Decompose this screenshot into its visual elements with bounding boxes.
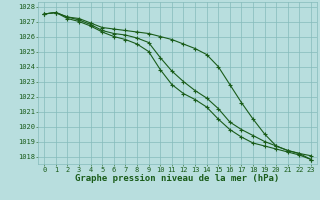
X-axis label: Graphe pression niveau de la mer (hPa): Graphe pression niveau de la mer (hPa)	[76, 174, 280, 183]
